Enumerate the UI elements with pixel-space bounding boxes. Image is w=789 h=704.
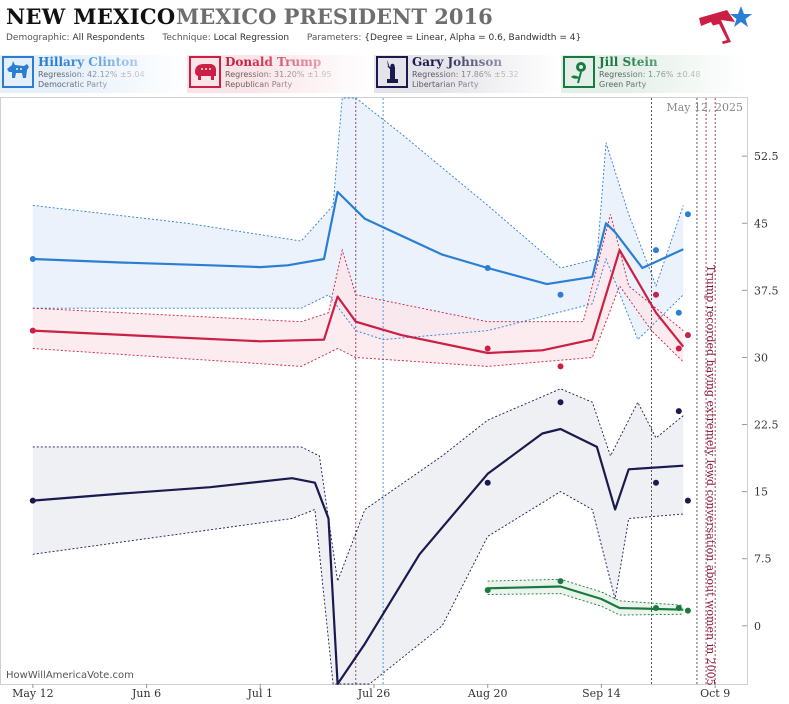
x-tick-label: Sep 14 bbox=[582, 687, 621, 700]
y-tick-label: 0 bbox=[754, 620, 761, 633]
date-label: May 12, 2025 bbox=[666, 101, 743, 114]
band-gary-johnson bbox=[32, 388, 684, 684]
page-title-state: NEW MEXICO bbox=[6, 4, 176, 29]
band-hillary-clinton bbox=[32, 98, 684, 340]
poll-point-gary-johnson bbox=[484, 479, 491, 486]
sunflower-icon bbox=[563, 56, 595, 88]
poll-point-jill-stein bbox=[675, 605, 682, 611]
technique-value: Local Regression bbox=[213, 33, 290, 43]
poll-point-donald-trump bbox=[653, 291, 659, 298]
x-tick-label: Jul 26 bbox=[357, 687, 391, 700]
y-tick-label: 22.5 bbox=[754, 419, 779, 432]
y-tick-label: 52.5 bbox=[754, 150, 779, 163]
site-logo-icon[interactable] bbox=[697, 4, 753, 48]
elephant-icon bbox=[189, 56, 221, 88]
event-lines bbox=[355, 98, 716, 684]
poll-point-donald-trump bbox=[29, 327, 36, 334]
trend-line-hillary-clinton bbox=[32, 190, 684, 286]
poll-point-hillary-clinton bbox=[29, 256, 36, 262]
upper-bound-jill-stein bbox=[487, 578, 684, 606]
poll-point-gary-johnson bbox=[653, 479, 659, 486]
poll-point-donald-trump bbox=[484, 345, 491, 352]
poll-point-gary-johnson bbox=[29, 497, 36, 504]
y-axis: 0 7.5 15 22.5 30 37.5 45 52.5 bbox=[742, 150, 779, 633]
poll-point-donald-trump bbox=[675, 345, 682, 352]
trend-line-donald-trump bbox=[32, 249, 685, 355]
poll-point-donald-trump bbox=[684, 332, 691, 339]
donkey-icon bbox=[2, 56, 34, 88]
poll-point-jill-stein bbox=[684, 607, 691, 614]
lower-bound-hillary-clinton bbox=[32, 257, 684, 341]
y-tick-label: 37.5 bbox=[754, 284, 779, 297]
x-tick-label: May 12 bbox=[12, 687, 54, 700]
lower-bound-gary-johnson bbox=[32, 491, 684, 685]
confidence-bands bbox=[32, 98, 684, 684]
legend-fade bbox=[621, 55, 747, 93]
poll-point-gary-johnson bbox=[684, 497, 691, 504]
poll-point-donald-trump bbox=[557, 363, 564, 370]
liberty-torch-icon bbox=[376, 56, 408, 88]
poll-points bbox=[29, 211, 691, 614]
page-title-race: MEXICO PRESIDENT 2016 bbox=[176, 4, 493, 29]
poll-point-gary-johnson bbox=[557, 399, 564, 406]
technique-label: Technique: bbox=[162, 33, 211, 43]
x-axis: May 12 Jun 6 Jul 1 Jul 26 Aug 20 Sep 14 Oct 9 bbox=[12, 684, 730, 700]
trend-line-gary-johnson bbox=[32, 427, 684, 686]
confidence-bounds bbox=[32, 97, 684, 685]
parameters-line: Demographic: All Respondents Technique: … bbox=[6, 33, 581, 43]
poll-point-hillary-clinton bbox=[684, 211, 691, 218]
watermark: HowWillAmericaVote.com bbox=[6, 670, 134, 681]
legend-fade bbox=[60, 55, 186, 93]
trend-line-jill-stein bbox=[487, 585, 684, 611]
y-tick-label: 7.5 bbox=[754, 553, 772, 566]
parameters-value: {Degree = Linear, Alpha = 0.6, Bandwidth… bbox=[364, 33, 582, 43]
header: NEW MEXICO MEXICO PRESIDENT 2016 Demogra… bbox=[0, 0, 789, 50]
poll-point-hillary-clinton bbox=[557, 291, 564, 298]
poll-point-hillary-clinton bbox=[484, 265, 491, 271]
x-tick-label: Oct 9 bbox=[700, 687, 730, 700]
upper-bound-gary-johnson bbox=[32, 388, 684, 583]
poll-point-gary-johnson bbox=[675, 408, 682, 415]
y-tick-label: 30 bbox=[754, 351, 768, 364]
x-tick-label: Jun 6 bbox=[131, 687, 161, 700]
poll-point-hillary-clinton bbox=[653, 247, 659, 254]
event-annotation: Trump recorded having extremely lewd con… bbox=[704, 265, 717, 686]
lower-bound-jill-stein bbox=[487, 593, 684, 616]
legend-fade bbox=[247, 55, 373, 93]
poll-point-jill-stein bbox=[653, 605, 659, 611]
x-tick-label: Aug 20 bbox=[467, 687, 508, 700]
demographic-label: Demographic: bbox=[6, 33, 70, 43]
legend-background bbox=[0, 55, 747, 93]
band-jill-stein bbox=[487, 579, 684, 616]
lower-bound-donald-trump bbox=[32, 284, 684, 367]
poll-point-hillary-clinton bbox=[675, 309, 682, 316]
band-donald-trump bbox=[32, 214, 684, 367]
trend-lines bbox=[32, 190, 685, 686]
y-tick-label: 15 bbox=[754, 486, 768, 499]
demographic-value: All Respondents bbox=[72, 33, 145, 43]
y-tick-label: 45 bbox=[754, 217, 768, 230]
poll-point-jill-stein bbox=[557, 578, 564, 585]
legend-fade bbox=[434, 55, 560, 93]
x-tick-label: Jul 1 bbox=[247, 687, 274, 700]
parameters-label: Parameters: bbox=[306, 33, 362, 43]
poll-point-jill-stein bbox=[484, 587, 491, 594]
